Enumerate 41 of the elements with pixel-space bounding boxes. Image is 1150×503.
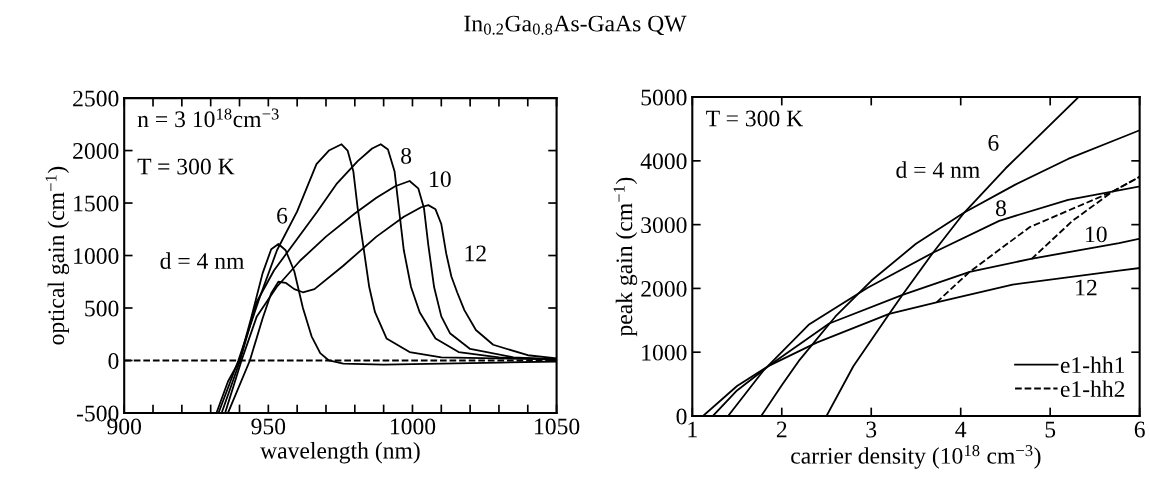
y-axis-title: optical gain (cm$^{−1}$) — [45, 166, 70, 345]
y-tick-label: 2500 — [73, 90, 119, 107]
annotation: 8 — [401, 147, 412, 164]
annotation: T = 300 K — [706, 110, 803, 127]
y-tick-label: 500 — [85, 300, 119, 317]
y-tick-label: 1000 — [74, 248, 119, 264]
y-tick-label: 3000 — [641, 217, 687, 234]
x-tick-label: 2 — [776, 421, 787, 438]
x-axis-title: carrier density (10$^{18}$ cm$^{−3}$) — [791, 445, 1041, 469]
annotation: 6 — [988, 134, 999, 151]
x-tick-label: 3 — [866, 421, 877, 438]
y-tick-label: 2000 — [73, 143, 119, 159]
y-tick-label: 4000 — [640, 153, 687, 170]
y-tick-label: 1500 — [74, 195, 119, 212]
annotation: 10 — [1086, 226, 1107, 243]
x-tick-label: 6 — [1134, 421, 1145, 438]
y-tick-label: 0 — [676, 408, 687, 425]
chart-title: In$_{0.2}$Ga$_{0.8}$As-GaAs QW — [464, 15, 687, 36]
annotation: d = 4 nm — [896, 161, 980, 178]
annotation: 10 — [430, 171, 451, 188]
annotation: n = 3 10$^{18}$cm$^{−3}$ — [137, 108, 279, 128]
x-tick-label: 4 — [955, 421, 967, 438]
annotation: 8 — [995, 200, 1006, 217]
x-tick-label: 5 — [1045, 421, 1056, 438]
legend-label: e1-hh1 — [1060, 356, 1125, 374]
annotation: 12 — [465, 245, 486, 262]
y-tick-label: 2000 — [641, 280, 687, 297]
x-tick-label: 1 — [688, 421, 697, 438]
y-tick-label: 1000 — [642, 344, 687, 361]
y-axis-title: peak gain (cm$^{−1}$) — [613, 177, 638, 337]
x-tick-label: 1000 — [390, 418, 436, 435]
x-axis-title: wavelength (nm) — [260, 442, 420, 464]
annotation: 12 — [1076, 279, 1097, 296]
annotation: d = 4 nm — [160, 252, 245, 269]
y-tick-label: 0 — [108, 352, 119, 369]
annotation: T = 300 K — [137, 158, 235, 175]
y-tick-label: 5000 — [641, 89, 687, 106]
x-tick-label: 1050 — [535, 418, 580, 435]
annotation: 6 — [277, 207, 288, 224]
x-tick-label: 950 — [251, 418, 286, 435]
legend-label: e1-hh2 — [1060, 380, 1125, 398]
